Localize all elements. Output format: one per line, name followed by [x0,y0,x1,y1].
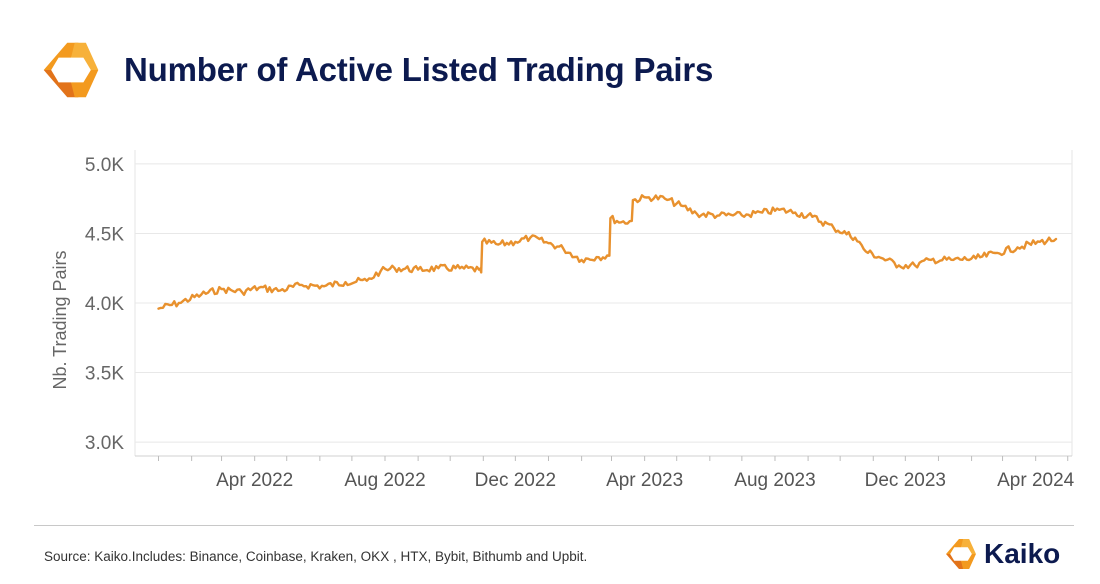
y-tick-label: 4.5K [85,224,124,245]
footer-divider [34,525,1074,526]
y-axis: 3.0K 3.5K 4.0K 4.5K 5.0K [85,155,124,454]
kaiko-hexagon-icon [946,539,976,569]
series-group [157,194,1058,310]
x-tick-label: Apr 2024 [997,470,1075,491]
x-axis: Apr 2022 Aug 2022 Dec 2022 Apr 2023 Aug 2023… [135,455,1075,491]
x-tick-label: Apr 2022 [216,470,293,491]
line-chart: 3.0K 3.5K 4.0K 4.5K 5.0K Apr 2022 Aug 2022 Dec… [50,150,1075,491]
x-tick-label: Dec 2023 [865,470,946,491]
y-tick-label: 3.0K [85,433,124,454]
page-title: Number of Active Listed Trading Pairs [124,51,714,88]
source-note: Source: Kaiko.Includes: Binance, Coinbas… [44,549,588,564]
x-tick-label: Aug 2023 [734,470,815,491]
chart-header: Number of Active Listed Trading Pairs [40,40,713,100]
grid-lines [134,150,1073,456]
brand-name: Kaiko [984,538,1061,569]
x-tick-label: Apr 2023 [606,470,683,491]
y-tick-label: 4.0K [85,294,124,315]
series-line [157,194,1058,310]
brand-logo: Kaiko [944,537,1060,571]
x-tick-label: Aug 2022 [344,470,425,491]
kaiko-hexagon-icon [43,42,99,98]
y-tick-label: 3.5K [85,364,124,385]
x-tick-label: Dec 2022 [475,470,556,491]
y-tick-label: 5.0K [85,155,124,176]
y-axis-label: Nb. Trading Pairs [50,250,70,389]
